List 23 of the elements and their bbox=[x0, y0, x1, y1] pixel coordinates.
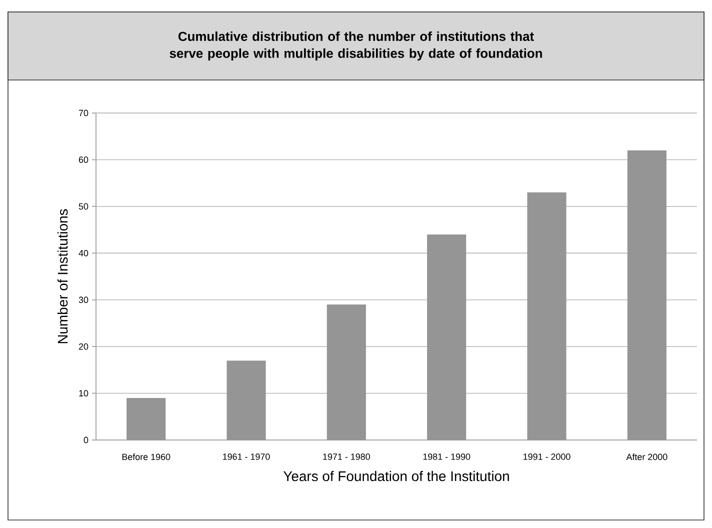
y-tick-label: 10 bbox=[79, 390, 88, 396]
bar bbox=[627, 150, 666, 440]
y-tick-label: 40 bbox=[78, 250, 88, 256]
y-tick-label: 20 bbox=[78, 343, 88, 350]
bar bbox=[427, 234, 466, 440]
x-tick-label: After 2000 bbox=[626, 454, 668, 460]
x-axis-title: Years of Foundation of the Institution bbox=[283, 470, 509, 482]
x-tick-label: Before 1960 bbox=[122, 454, 170, 460]
y-tick-label: 50 bbox=[78, 203, 88, 210]
y-tick-label: 0 bbox=[84, 436, 88, 444]
chart-title: Cumulative distribution of the number of institutions that serve people with multiple disabilities by date of foundation bbox=[170, 31, 542, 60]
y-tick-label: 30 bbox=[78, 296, 88, 304]
bar bbox=[226, 360, 266, 440]
bar bbox=[326, 304, 366, 440]
x-tick-label: 1981 - 1990 bbox=[423, 454, 470, 460]
y-axis-title: Number of Institutions bbox=[57, 209, 68, 344]
y-tick-label: 70 bbox=[78, 110, 88, 116]
x-tick-label: 1961 - 1970 bbox=[223, 454, 270, 460]
y-tick-label: 60 bbox=[78, 156, 88, 163]
bar bbox=[527, 192, 566, 440]
x-tick-label: 1971 - 1980 bbox=[323, 454, 370, 460]
bar bbox=[126, 398, 166, 440]
x-tick-label: 1991 - 2000 bbox=[524, 454, 570, 460]
